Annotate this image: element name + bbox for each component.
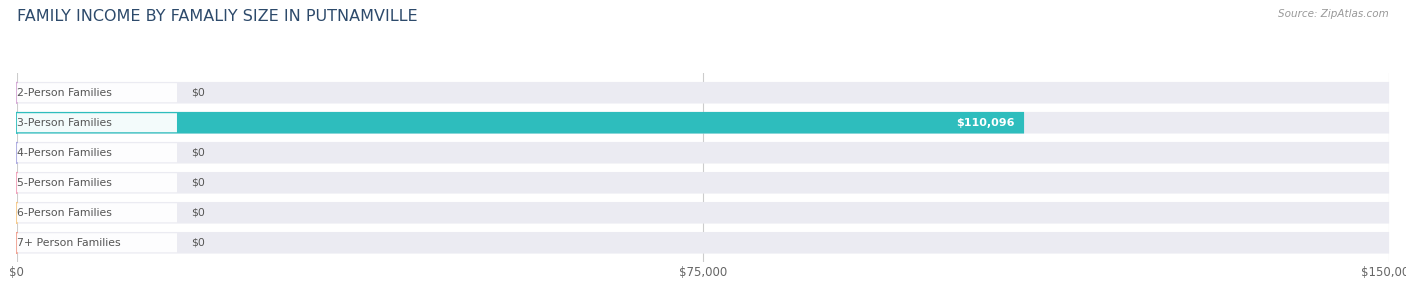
Text: 6-Person Families: 6-Person Families (17, 208, 111, 218)
FancyBboxPatch shape (17, 173, 177, 192)
Text: $110,096: $110,096 (956, 118, 1015, 128)
Text: $0: $0 (191, 148, 204, 158)
Text: FAMILY INCOME BY FAMALIY SIZE IN PUTNAMVILLE: FAMILY INCOME BY FAMALIY SIZE IN PUTNAMV… (17, 9, 418, 24)
Text: 7+ Person Families: 7+ Person Families (17, 238, 121, 248)
FancyBboxPatch shape (17, 112, 1024, 134)
Text: $0: $0 (191, 88, 204, 98)
FancyBboxPatch shape (17, 112, 1389, 134)
FancyBboxPatch shape (17, 232, 1389, 253)
FancyBboxPatch shape (17, 142, 1389, 163)
FancyBboxPatch shape (17, 113, 177, 132)
FancyBboxPatch shape (17, 143, 177, 162)
FancyBboxPatch shape (17, 203, 177, 222)
FancyBboxPatch shape (17, 233, 177, 252)
Text: $0: $0 (191, 238, 204, 248)
Text: 2-Person Families: 2-Person Families (17, 88, 111, 98)
FancyBboxPatch shape (17, 202, 1389, 224)
Text: 5-Person Families: 5-Person Families (17, 178, 111, 188)
FancyBboxPatch shape (17, 82, 1389, 103)
Text: $0: $0 (191, 178, 204, 188)
FancyBboxPatch shape (17, 83, 177, 102)
Text: $0: $0 (191, 208, 204, 218)
FancyBboxPatch shape (17, 172, 1389, 194)
Text: 4-Person Families: 4-Person Families (17, 148, 111, 158)
Text: 3-Person Families: 3-Person Families (17, 118, 111, 128)
Text: Source: ZipAtlas.com: Source: ZipAtlas.com (1278, 9, 1389, 19)
